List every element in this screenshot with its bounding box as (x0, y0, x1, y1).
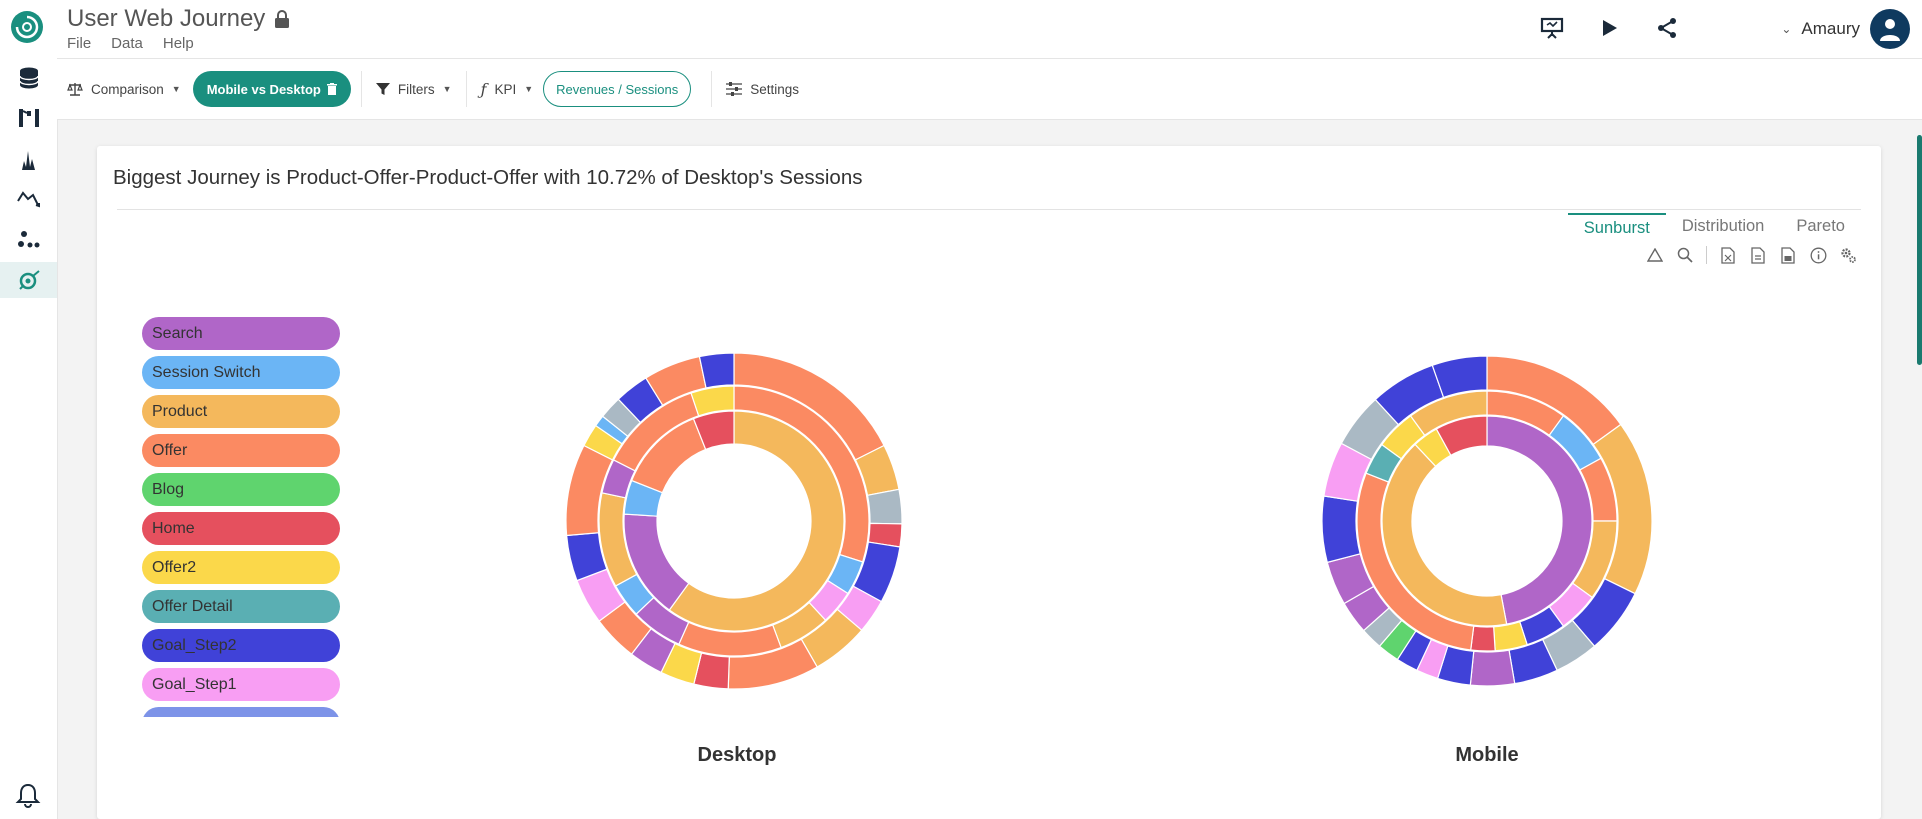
kpi-dropdown[interactable]: ƒ KPI ▼ (473, 71, 542, 107)
divider (361, 71, 362, 107)
gear-icon[interactable] (1839, 246, 1857, 264)
divider (1706, 246, 1707, 264)
comparison-value: Mobile vs Desktop (207, 82, 321, 97)
function-icon: ƒ (481, 80, 487, 99)
comparison-value-chip[interactable]: Mobile vs Desktop (193, 71, 351, 107)
legend-item[interactable]: Offer (142, 434, 340, 467)
menu-help[interactable]: Help (163, 35, 194, 52)
settings-label: Settings (750, 82, 799, 97)
page-scrollbar[interactable] (1917, 135, 1922, 365)
card-title: Biggest Journey is Product-Offer-Product… (113, 166, 862, 190)
toolbar: Comparison ▼ Mobile vs Desktop Filters ▼… (57, 59, 1922, 120)
filter-icon (376, 82, 390, 96)
caret-down-icon: ▼ (524, 84, 533, 94)
tab-distribution[interactable]: Distribution (1666, 213, 1781, 242)
legend: Search Session Switch Product Offer Blog Home… (142, 317, 340, 717)
sunburst-segment[interactable] (1470, 650, 1514, 686)
legend-item[interactable]: Offer Detail (142, 590, 340, 623)
desktop-sunburst (534, 316, 934, 726)
desktop-sunburst-svg (534, 316, 934, 726)
info-icon[interactable] (1809, 246, 1827, 264)
settings-button[interactable]: Settings (718, 71, 807, 107)
legend-item[interactable]: Offer2 (142, 551, 340, 584)
view-tabs: Sunburst Distribution Pareto (1568, 213, 1861, 244)
kpi-value-chip[interactable]: Revenues / Sessions (543, 71, 691, 107)
caret-down-icon: ▼ (443, 84, 452, 94)
app-logo-icon[interactable] (10, 10, 44, 44)
legend-item[interactable] (142, 707, 340, 717)
tab-pareto[interactable]: Pareto (1780, 213, 1861, 242)
mobile-sunburst-svg (1287, 316, 1687, 726)
excel-export-icon[interactable] (1719, 246, 1737, 264)
chart-tools (1646, 246, 1857, 264)
journey-card: Biggest Journey is Product-Offer-Product… (97, 146, 1881, 819)
notifications-bell-icon[interactable] (14, 781, 42, 809)
share-icon[interactable] (1653, 14, 1681, 42)
desktop-chart-label: Desktop (637, 744, 837, 767)
scatter-nav-icon[interactable] (0, 222, 57, 258)
triangle-icon[interactable] (1646, 246, 1664, 264)
page-title: User Web Journey (67, 5, 291, 33)
user-menu[interactable]: ⌄ Amaury (1781, 9, 1910, 49)
legend-item[interactable]: Product (142, 395, 340, 428)
distribution-nav-icon[interactable] (0, 142, 57, 178)
divider (711, 71, 712, 107)
sunburst-segment[interactable] (699, 353, 734, 388)
chevron-down-icon: ⌄ (1781, 22, 1791, 36)
zoom-icon[interactable] (1676, 246, 1694, 264)
sunburst-segment[interactable] (868, 489, 902, 524)
top-header: User Web Journey File Data Help ⌄ Amaury (57, 0, 1922, 59)
legend-item[interactable]: Blog (142, 473, 340, 506)
database-nav-icon[interactable] (0, 60, 57, 96)
avatar[interactable] (1870, 9, 1910, 49)
image-export-icon[interactable] (1779, 246, 1797, 264)
sunburst-segment[interactable] (1471, 626, 1495, 651)
menu-data[interactable]: Data (111, 35, 143, 52)
left-rail (0, 0, 58, 819)
legend-item[interactable]: Goal_Step2 (142, 629, 340, 662)
legend-item[interactable]: Search (142, 317, 340, 350)
tab-sunburst[interactable]: Sunburst (1568, 213, 1666, 244)
page-title-text: User Web Journey (67, 5, 265, 33)
divider (466, 71, 467, 107)
mobile-chart-label: Mobile (1387, 744, 1587, 767)
lock-icon (273, 9, 291, 29)
filters-label: Filters (398, 82, 435, 97)
sankey-nav-icon[interactable] (0, 100, 57, 136)
legend-item[interactable]: Home (142, 512, 340, 545)
presentation-icon[interactable] (1538, 14, 1566, 42)
legend-item[interactable]: Goal_Step1 (142, 668, 340, 701)
caret-down-icon: ▼ (172, 84, 181, 94)
trend-nav-icon[interactable] (0, 180, 57, 216)
menu-file[interactable]: File (67, 35, 91, 52)
legend-item[interactable]: Session Switch (142, 356, 340, 389)
kpi-label: KPI (494, 82, 516, 97)
balance-scale-icon (67, 82, 83, 96)
mobile-sunburst (1287, 316, 1687, 726)
kpi-value: Revenues / Sessions (556, 82, 678, 97)
trash-icon[interactable] (327, 83, 337, 95)
user-name: Amaury (1801, 19, 1860, 39)
comparison-dropdown[interactable]: Comparison ▼ (59, 71, 189, 107)
divider (117, 209, 1861, 210)
sliders-icon (726, 82, 742, 96)
menu-bar: File Data Help (67, 35, 194, 52)
sunburst-segment[interactable] (1322, 496, 1360, 562)
pdf-export-icon[interactable] (1749, 246, 1767, 264)
comparison-label: Comparison (91, 82, 164, 97)
filters-dropdown[interactable]: Filters ▼ (368, 71, 460, 107)
journey-nav-icon[interactable] (0, 262, 57, 298)
play-icon[interactable] (1595, 14, 1623, 42)
